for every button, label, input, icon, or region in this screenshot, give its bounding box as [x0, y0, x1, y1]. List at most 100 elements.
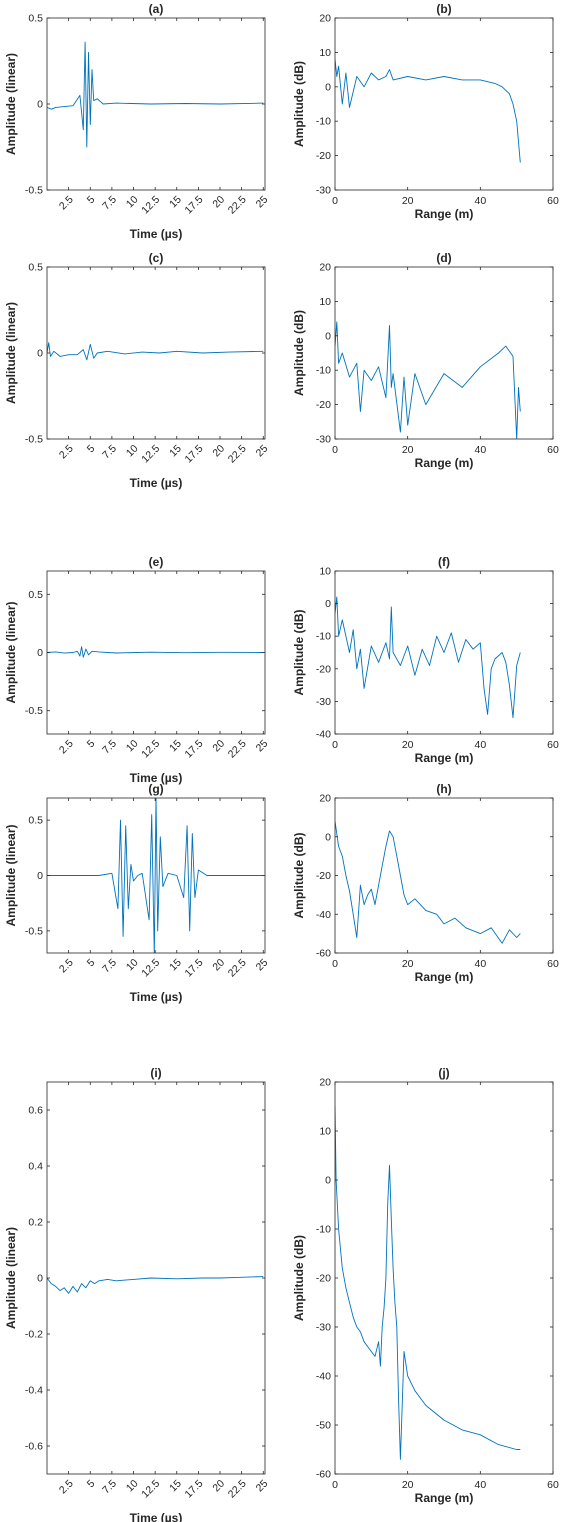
chart-5-ytick-label: -20: [316, 663, 331, 675]
chart-9-xtick-label: 20: [402, 1479, 414, 1491]
chart-5-title: (f): [438, 555, 450, 569]
chart-3-ytick-label: 20: [319, 262, 331, 274]
chart-2-ytick-label: 0.5: [28, 262, 43, 274]
chart-7-ytick-label: 20: [319, 793, 331, 805]
chart-5-ytick-label: 0: [325, 598, 331, 610]
chart-8-xtick-label: 5: [85, 1477, 98, 1490]
chart-5-ylabel: Amplitude (dB): [292, 610, 306, 696]
chart-0-ytick-label: -0.5: [25, 185, 43, 197]
chart-3-xtick-label: 60: [547, 444, 559, 456]
chart-9-axes-box: [334, 1081, 554, 1475]
chart-4-ylabel: Amplitude (linear): [4, 601, 18, 703]
chart-0-xtick-label: 2.5: [57, 193, 76, 212]
chart-1-ytick-label: 0: [325, 81, 331, 93]
chart-0-ytick-label: 0.5: [28, 13, 43, 25]
chart-6-xlabel: Time (µs): [130, 990, 183, 1004]
chart-2-ytick-label: -0.5: [25, 434, 43, 446]
chart-8-xtick-label: 25: [254, 1477, 271, 1494]
chart-2-xtick-label: 12.5: [139, 442, 162, 465]
chart-5-xtick-label: 60: [547, 739, 559, 751]
chart-7-axes-box: [334, 797, 554, 954]
chart-6-title: (g): [148, 782, 163, 796]
chart-0-ylabel: Amplitude (linear): [4, 53, 18, 155]
chart-8-ytick-label: -0.4: [25, 1385, 43, 1397]
chart-7-series-line: [335, 821, 521, 944]
chart-5-xtick-label: 20: [402, 739, 414, 751]
chart-6-ylabel: Amplitude (linear): [4, 824, 18, 926]
chart-7-ylabel: Amplitude (dB): [292, 833, 306, 919]
chart-5-ytick-label: 10: [319, 566, 331, 578]
chart-2-xtick-label: 22.5: [226, 442, 249, 465]
chart-3-ytick-label: -20: [316, 399, 331, 411]
chart-7-ytick-label: -60: [316, 948, 331, 960]
chart-0-xtick-label: 7.5: [100, 193, 119, 212]
chart-2-title: (c): [149, 251, 164, 265]
chart-9-ytick-label: -60: [316, 1469, 331, 1481]
chart-7-ytick-label: -40: [316, 909, 331, 921]
chart-1-xtick-label: 20: [402, 195, 414, 207]
chart-9-xtick-label: 0: [332, 1479, 338, 1491]
chart-6-ytick-label: -0.5: [25, 925, 43, 937]
chart-1-ytick-label: -10: [316, 116, 331, 128]
chart-7-xtick-label: 60: [547, 958, 559, 970]
chart-9-xlabel: Range (m): [415, 1491, 474, 1505]
chart-8-xtick-label: 2.5: [57, 1477, 76, 1496]
chart-6-xtick-label: 12.5: [139, 956, 162, 979]
chart-3-xtick-label: 20: [402, 444, 414, 456]
chart-3-ytick-label: 0: [325, 330, 331, 342]
chart-6-series-line: [47, 798, 264, 953]
chart-3-ytick-label: 10: [319, 296, 331, 308]
chart-0-series-line: [47, 41, 264, 148]
chart-0-xtick-label: 5: [85, 193, 98, 206]
chart-5-ytick-label: -10: [316, 631, 331, 643]
chart-5: (f) 0 20 40 60 -40 -30 -20 -10 0 10 Range (m) Amplit…: [292, 555, 559, 765]
chart-8-xlabel: Time (µs): [130, 1511, 183, 1522]
chart-1-xtick-label: 60: [547, 195, 559, 207]
chart-8-ytick-label: 0.2: [28, 1217, 43, 1229]
chart-1-ytick-label: -20: [316, 150, 331, 162]
chart-9-ylabel: Amplitude (dB): [292, 1235, 306, 1321]
chart-5-xtick-label: 40: [474, 739, 486, 751]
chart-1-ytick-label: 20: [319, 13, 331, 25]
chart-8-ylabel: Amplitude (linear): [4, 1227, 18, 1329]
chart-4-title: (e): [149, 555, 164, 569]
chart-6-xtick-label: 17.5: [183, 956, 206, 979]
chart-0-xtick-label: 12.5: [139, 193, 162, 216]
chart-6-ytick-label: 0.5: [28, 815, 43, 827]
chart-4-ytick-label: 0: [37, 647, 43, 659]
chart-9-ytick-label: -30: [316, 1322, 331, 1334]
chart-2-ytick-label: 0: [37, 348, 43, 360]
chart-9-xtick-label: 60: [547, 1479, 559, 1491]
chart-6-xtick-label: 2.5: [57, 956, 76, 975]
chart-4-xtick-label: 22.5: [226, 737, 249, 760]
chart-1-series-line: [335, 59, 521, 163]
chart-8-title: (i): [150, 1066, 161, 1080]
chart-2-xlabel: Time (µs): [130, 476, 183, 490]
chart-8-ytick-label: -0.6: [25, 1441, 43, 1453]
chart-4-xtick-label: 7.5: [100, 737, 119, 756]
chart-4-ytick-label: 0.5: [28, 589, 43, 601]
chart-5-ytick-label: -30: [316, 696, 331, 708]
chart-4-xtick-label: 12.5: [139, 737, 162, 760]
chart-2-xtick-label: 2.5: [57, 442, 76, 461]
chart-2-xtick-label: 25: [254, 442, 271, 459]
chart-1-ylabel: Amplitude (dB): [292, 61, 306, 147]
chart-1-axes-box: [334, 17, 554, 191]
chart-3-title: (d): [436, 251, 451, 265]
chart-7-ytick-label: -20: [316, 870, 331, 882]
chart-4-xtick-label: 5: [85, 737, 98, 750]
chart-2-ylabel: Amplitude (linear): [4, 302, 18, 404]
chart-7-title: (h): [436, 782, 451, 796]
chart-3-xtick-label: 0: [332, 444, 338, 456]
chart-0-xtick-label: 22.5: [226, 193, 249, 216]
chart-3-axes-box: [334, 266, 554, 440]
chart-0-xtick-label: 25: [254, 193, 271, 210]
chart-8-xtick-label: 12.5: [139, 1477, 162, 1500]
chart-3-ytick-label: -30: [316, 434, 331, 446]
